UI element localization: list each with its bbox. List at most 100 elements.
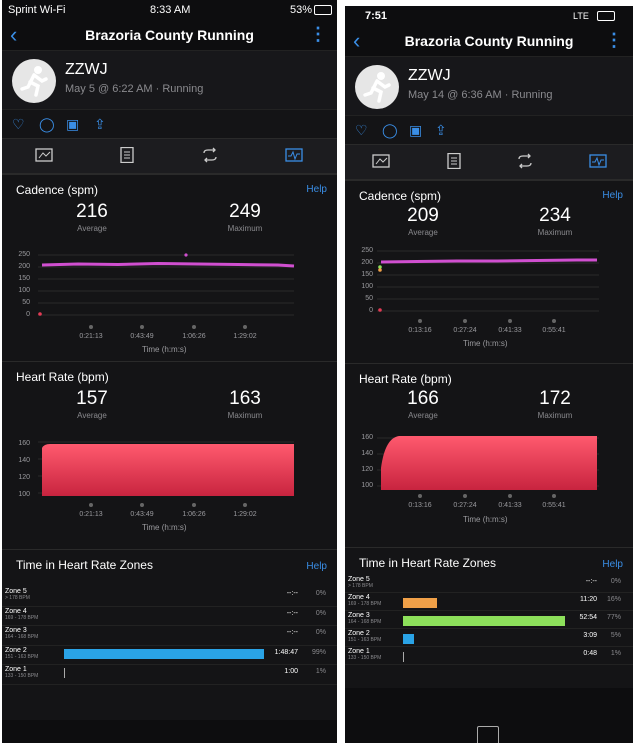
zone-range: 133 - 150 BPM (5, 673, 39, 679)
x-tick-dot (192, 503, 196, 507)
cadence-card: Cadence (spm) Help 216 Average 249 Maxim… (2, 174, 337, 361)
zone-time: 52:54 (579, 614, 597, 621)
x-tick-dot (552, 319, 556, 323)
avatar (12, 59, 56, 103)
zone-time: 1:00 (284, 668, 298, 675)
zone-range: 164 - 168 BPM (348, 619, 382, 625)
x-tick: 0:55:41 (542, 502, 566, 509)
tab-laps-icon[interactable] (201, 147, 219, 163)
back-icon[interactable]: ‹ (10, 22, 18, 47)
hr-series-area (42, 444, 294, 496)
tab-charts-icon[interactable] (285, 147, 303, 163)
tab-laps-icon[interactable] (516, 153, 534, 169)
cadence-title: Cadence (spm) (359, 189, 442, 203)
heart-rate-title: Heart Rate (bpm) (359, 372, 452, 386)
x-tick-dot (243, 325, 247, 329)
zone-bar (403, 634, 414, 644)
status-bar: Sprint Wi-Fi 8:33 AM 53% (2, 0, 337, 20)
y-tick: 0 (26, 311, 30, 318)
cadence-plot (377, 250, 599, 312)
tab-charts-icon[interactable] (589, 153, 607, 169)
help-link[interactable]: Help (602, 190, 623, 201)
zone-range: 164 - 168 BPM (5, 634, 39, 640)
screenshot-right: 7:51 LTE ‹ Brazoria County Running ⋮ ZZW… (345, 6, 633, 743)
zone-name: Zone 5 (348, 576, 370, 583)
comment-icon[interactable]: ◯ (39, 116, 55, 132)
document-icon[interactable] (477, 726, 499, 743)
tab-overview-icon[interactable] (35, 147, 53, 163)
y-tick: 140 (18, 457, 30, 464)
zone-row: Zone 3 164 - 168 BPM (5, 627, 38, 640)
zone-range: 169 - 178 BPM (5, 614, 39, 621)
x-tick-dot (463, 494, 467, 498)
zone-divider (2, 625, 337, 626)
zone-divider (2, 605, 337, 607)
zone-percent: 0% (315, 609, 326, 617)
x-tick: 0:27:24 (453, 327, 477, 334)
heart-rate-title: Heart Rate (bpm) (16, 370, 109, 384)
zone-row: Zone 5 > 178 BPM (5, 588, 30, 601)
tab-overview-icon[interactable] (372, 153, 390, 169)
status-bar: 7:51 LTE (345, 6, 633, 26)
more-icon[interactable]: ⋮ (605, 30, 623, 50)
tab-stats-icon[interactable] (445, 153, 463, 169)
x-axis-title: Time (h:m:s) (142, 523, 187, 532)
x-tick-dot (552, 494, 556, 498)
tab-stats-icon[interactable] (118, 147, 136, 163)
x-tick: 0:21:13 (79, 511, 103, 518)
zone-range: > 178 BPM (348, 583, 373, 589)
cadence-title: Cadence (spm) (16, 183, 99, 197)
hr-max-label: Maximum (227, 411, 263, 420)
cadence-maximum: 249 Maximum (205, 201, 285, 233)
help-link[interactable]: Help (306, 184, 327, 195)
zone-divider (345, 610, 633, 611)
x-tick-dot (140, 503, 144, 507)
cadence-avg-value: 216 (76, 201, 108, 222)
zone-name: Zone 1 (5, 666, 27, 673)
zone-time: 11:20 (580, 596, 597, 603)
zone-divider (345, 628, 633, 629)
zone-name: Zone 2 (348, 630, 370, 637)
hr-average: 166 Average (383, 388, 463, 420)
runner-icon (20, 66, 48, 97)
x-tick: 0:43:49 (130, 511, 154, 518)
zone-range: 151 - 163 BPM (348, 637, 382, 643)
cadence-point (378, 265, 382, 269)
heart-rate-plot (377, 436, 599, 490)
x-tick-dot (140, 325, 144, 329)
nav-bar: ‹ Brazoria County Running ⋮ (2, 20, 337, 50)
share-icon[interactable]: ⇪ (94, 116, 106, 132)
zone-name: Zone 3 (348, 612, 370, 619)
zone-row: Zone 4 169 - 178 BPM (5, 608, 38, 621)
help-link[interactable]: Help (602, 559, 623, 570)
zone-time: --:-- (286, 609, 298, 617)
heart-rate-card: Heart Rate (bpm) 166 Average 172 Maximum… (345, 363, 633, 547)
zone-percent: 0% (610, 578, 621, 585)
hr-zones-card: Time in Heart Rate Zones Help Zone 5 > 17… (345, 547, 633, 688)
zone-row: Zone 3 164 - 168 BPM (348, 612, 381, 625)
zone-percent: 5% (610, 632, 621, 639)
zone-row: Zone 2 151 - 163 BPM (348, 630, 381, 643)
comment-icon[interactable]: ◯ (382, 122, 398, 138)
x-tick: 0:55:41 (542, 327, 566, 334)
camera-icon[interactable]: ▣ (409, 122, 423, 138)
zone-percent: 16% (606, 596, 621, 603)
help-link[interactable]: Help (306, 561, 327, 572)
cadence-max-label: Maximum (227, 224, 263, 233)
zone-name: Zone 4 (348, 594, 370, 601)
action-bar: ♡ ◯ ▣ ⇪ (345, 115, 633, 144)
share-icon[interactable]: ⇪ (435, 122, 447, 138)
x-tick: 1:29:02 (233, 511, 257, 518)
back-icon[interactable]: ‹ (353, 28, 361, 53)
camera-icon[interactable]: ▣ (66, 116, 80, 132)
like-icon[interactable]: ♡ (355, 122, 368, 138)
like-icon[interactable]: ♡ (12, 116, 25, 132)
zones-title: Time in Heart Rate Zones (359, 556, 496, 570)
cadence-avg-value: 209 (407, 205, 439, 226)
cadence-average: 209 Average (383, 205, 463, 237)
y-tick: 250 (18, 251, 30, 258)
more-icon[interactable]: ⋮ (309, 24, 327, 44)
x-tick-dot (89, 503, 93, 507)
zone-row: Zone 5 > 178 BPM (348, 576, 373, 589)
x-tick: 1:29:02 (233, 333, 257, 340)
